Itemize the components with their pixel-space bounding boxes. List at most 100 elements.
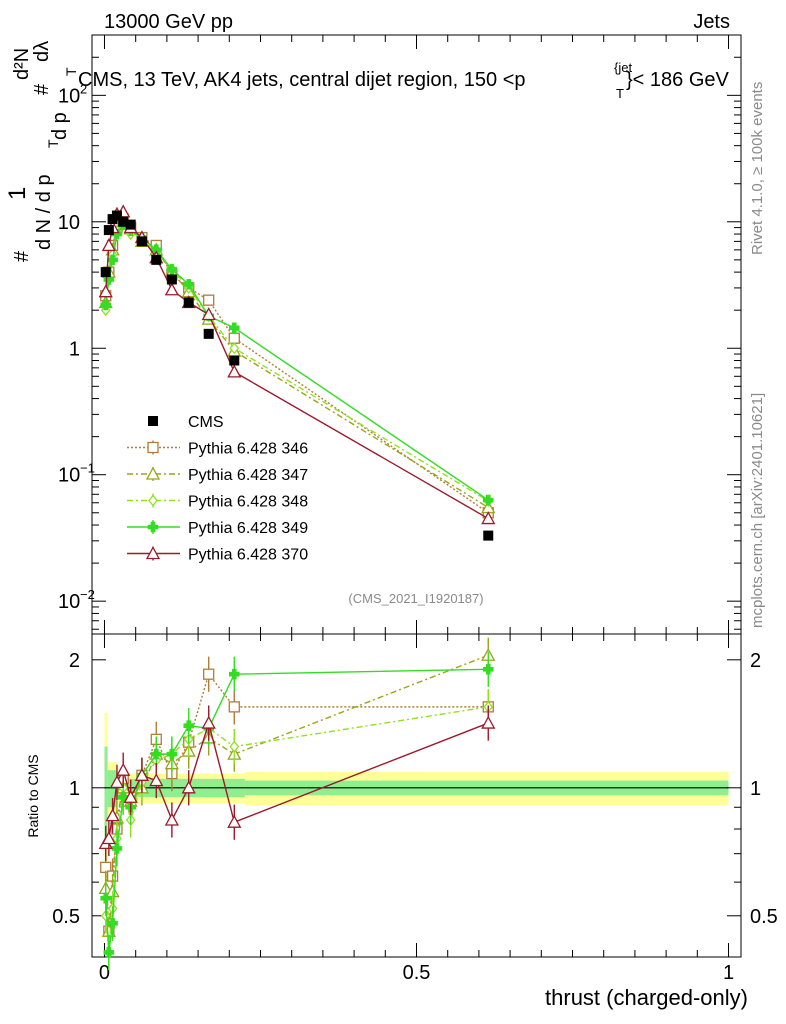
legend-label-3: Pythia 6.428 348 xyxy=(188,494,308,511)
ratio-series-line xyxy=(105,668,489,953)
ratio-point xyxy=(203,668,215,680)
ratio-series-line xyxy=(105,706,489,953)
x-tick-label-0: 0 xyxy=(99,962,110,984)
ratio-point xyxy=(116,762,131,776)
ratio-point xyxy=(201,715,216,729)
rivet-label: Rivet 4.1.0, ≥ 100k events xyxy=(749,82,766,255)
band-inner-1 xyxy=(107,770,117,808)
ratio-y-tick-label-right-1: 1 xyxy=(750,778,761,800)
main-point xyxy=(481,511,496,525)
category-label: Jets xyxy=(693,11,730,33)
main-series-line xyxy=(105,220,489,502)
cms-point xyxy=(103,225,114,236)
ratio-point xyxy=(100,892,112,904)
main-point xyxy=(227,364,242,378)
ratio-point xyxy=(481,715,496,729)
legend-label-1: Pythia 6.428 346 xyxy=(188,441,308,458)
main-point xyxy=(201,307,216,321)
ylabel-t-sub-2: T xyxy=(63,67,79,76)
main-point xyxy=(228,322,240,334)
ratio-point xyxy=(227,814,242,828)
legend-marker-4 xyxy=(147,521,159,533)
ratio-point xyxy=(181,780,196,794)
y-tick-label-4: 10 xyxy=(58,85,80,107)
main-series-line xyxy=(105,220,489,509)
ratio-panel: 0 0.5 1 0.5 0.5 1 1 2 2 xyxy=(52,633,778,984)
ratio-point xyxy=(105,808,120,822)
cms-point xyxy=(111,210,122,221)
cms-point xyxy=(229,355,240,366)
legend: CMS Pythia 6.428 346 Pythia 6.428 347 Pythi… xyxy=(127,414,308,564)
main-point xyxy=(166,264,178,275)
title-sup: {jet xyxy=(614,60,632,75)
title-sub: T xyxy=(616,86,624,101)
y-tick-label-1: 10 xyxy=(58,465,80,487)
y-tick-label-0: 10 xyxy=(58,591,80,613)
ratio-y-tick-label-right-0: 0.5 xyxy=(750,906,778,928)
cms-point xyxy=(125,219,136,230)
ratio-point xyxy=(134,767,150,781)
ratio-y-tick-label-right-2: 2 xyxy=(750,650,761,672)
ylabel-dn-dpt: d N / d p xyxy=(33,174,55,250)
main-point xyxy=(482,494,494,506)
ratio-point xyxy=(229,740,240,753)
main-point xyxy=(107,254,118,266)
legend-marker-1 xyxy=(147,441,159,454)
analysis-watermark: (CMS_2021_I1920187) xyxy=(348,591,483,606)
legend-marker-0 xyxy=(148,416,158,426)
main-point xyxy=(229,342,240,355)
main-point xyxy=(164,282,179,296)
legend-label-4: Pythia 6.428 349 xyxy=(188,520,308,537)
ratio-y-tick-label-1: 1 xyxy=(69,778,80,800)
ratio-series-4 xyxy=(98,705,496,862)
main-point xyxy=(228,332,240,344)
legend-label-0: CMS xyxy=(188,414,224,431)
cms-point xyxy=(118,216,129,227)
legend-label-5: Pythia 6.428 370 xyxy=(188,547,308,564)
main-point xyxy=(100,299,112,311)
ratio-point xyxy=(107,918,118,929)
cms-point xyxy=(203,328,214,339)
ylabel-dpt: d p xyxy=(49,112,71,140)
main-point xyxy=(150,244,162,256)
ylabel-one: 1 xyxy=(4,187,31,200)
title-main: CMS, 13 TeV, AK4 jets, central dijet reg… xyxy=(78,69,526,91)
ratio-point xyxy=(149,773,164,787)
ylabel-hash-1: # xyxy=(11,250,33,262)
y-axis-label: # 1 d N / d p T # d²N d p T dλ xyxy=(4,41,79,262)
y-tick-label-exp-4: 2 xyxy=(80,81,87,96)
ratio-point xyxy=(183,720,195,731)
legend-label-2: Pythia 6.428 347 xyxy=(188,467,308,484)
main-frame xyxy=(91,34,742,635)
ratio-point xyxy=(123,789,138,803)
ratio-point xyxy=(111,843,123,854)
ratio-point xyxy=(101,831,116,845)
legend-marker-5 xyxy=(145,546,161,560)
main-series-line xyxy=(105,223,489,501)
ratio-y-tick-label-0: 0.5 xyxy=(52,906,80,928)
ratio-point xyxy=(109,774,125,788)
main-point xyxy=(98,284,113,298)
y-tick-label-2: 1 xyxy=(69,338,80,360)
beam-label: 13000 GeV pp xyxy=(104,11,233,33)
cms-point xyxy=(151,254,162,265)
cms-point xyxy=(483,530,494,541)
ratio-series-3 xyxy=(100,651,494,971)
ratio-point xyxy=(103,947,115,958)
ratio-point xyxy=(228,701,240,713)
ratio-y-axis-label: Ratio to CMS xyxy=(25,754,41,837)
y-tick-label-exp-0: −2 xyxy=(80,587,95,602)
legend-marker-2 xyxy=(145,466,161,480)
main-point xyxy=(101,238,116,252)
ylabel-hash-2: # xyxy=(31,83,53,95)
main-point xyxy=(203,294,215,306)
cms-point xyxy=(100,267,111,278)
title-end: }< 186 GeV xyxy=(626,69,730,91)
cms-point xyxy=(136,236,147,247)
ratio-point xyxy=(164,812,179,826)
ratio-point xyxy=(228,668,240,680)
ratio-point xyxy=(166,748,178,760)
mcplots-label: mcplots.cern.ch [arXiv:2401.10621] xyxy=(749,393,766,628)
